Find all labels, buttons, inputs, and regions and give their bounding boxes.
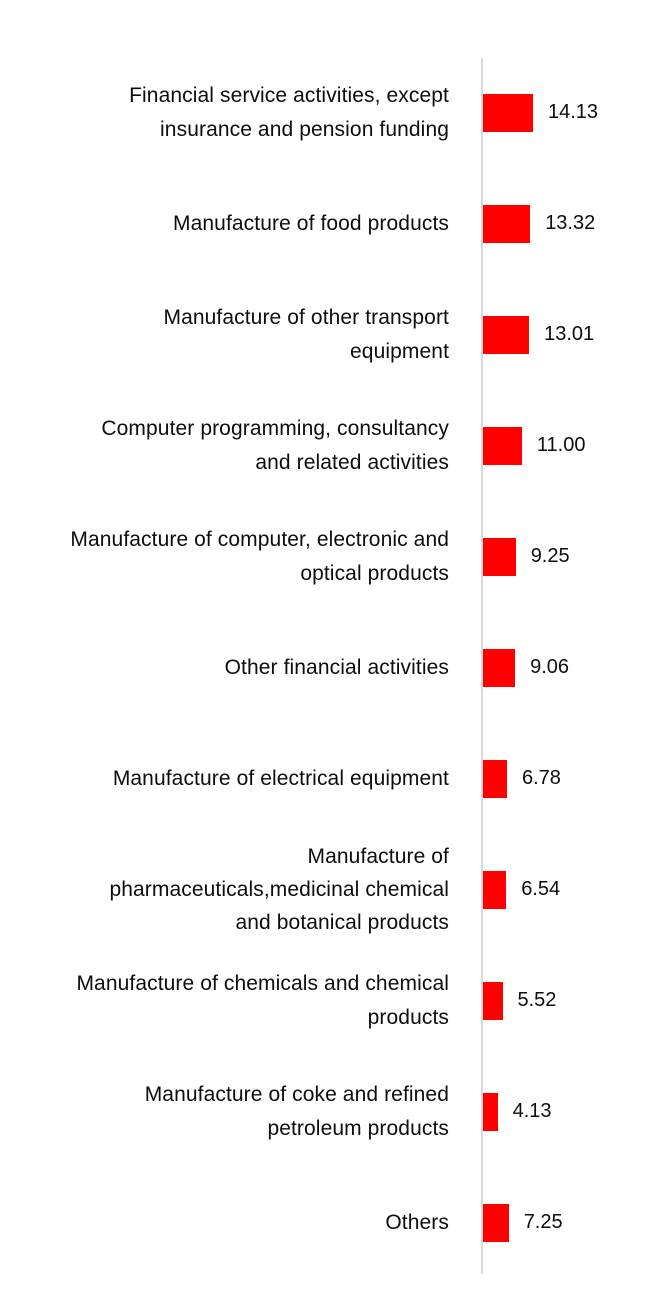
bar-area: 7.25 [465,1203,654,1242]
chart-row: Manufacture of chemicals and chemical pr… [0,945,654,1056]
category-label: Manufacture of food products [173,211,449,235]
value-label: 5.52 [517,989,557,1011]
value-label: 9.06 [530,656,570,678]
bar [483,315,530,354]
bar [483,426,522,465]
bar-area: 6.78 [465,759,654,798]
bar-area: 13.32 [465,204,654,243]
value-label: 6.54 [521,878,561,900]
chart-row: Financial service activities, except ins… [0,57,654,168]
bar-area: 9.25 [465,537,654,576]
chart-row: Manufacture of computer, electronic and … [0,501,654,612]
bar [483,648,516,687]
category-label: Financial service activities, except ins… [129,84,449,141]
chart-row: Others 7.25 [0,1167,654,1278]
category-label: Other financial activities [224,655,449,679]
bar [483,1092,498,1131]
category-label: Manufacture of other transport equipment [163,306,449,363]
chart-row: Manufacture of electrical equipment 6.78 [0,723,654,834]
y-axis-line [481,58,483,1274]
bar-area: 9.06 [465,648,654,687]
chart-row: Manufacture of pharmaceuticals,medicinal… [0,834,654,945]
bar [483,537,516,576]
category-label: Manufacture of pharmaceuticals,medicinal… [109,844,449,935]
value-label: 11.00 [536,434,586,456]
bar-area: 5.52 [465,981,654,1020]
value-label: 4.13 [512,1100,552,1122]
bar-area: 13.01 [465,315,654,354]
bar [483,981,503,1020]
category-label: Manufacture of chemicals and chemical pr… [76,972,449,1029]
chart-row: Manufacture of coke and refined petroleu… [0,1056,654,1167]
category-label: Manufacture of coke and refined petroleu… [144,1083,449,1140]
value-label: 13.01 [544,323,595,345]
chart-row: Manufacture of food products 13.32 [0,168,654,279]
value-label: 9.25 [530,545,570,567]
value-label: 6.78 [522,767,561,789]
bar [483,759,507,798]
value-label: 13.32 [545,212,596,234]
bar [483,204,531,243]
bar [483,1203,509,1242]
bar-area: 11.00 [465,426,654,465]
chart-row: Manufacture of other transport equipment… [0,279,654,390]
value-label: 14.13 [548,101,599,123]
category-label: Others [385,1210,449,1234]
value-label: 7.25 [523,1211,563,1233]
bar-area: 14.13 [465,93,654,132]
chart-rows: Financial service activities, except ins… [0,57,654,1278]
category-label: Manufacture of electrical equipment [112,766,449,790]
chart-row: Other financial activities 9.06 [0,612,654,723]
category-label: Manufacture of computer, electronic and … [70,528,449,585]
bar-area: 4.13 [465,1092,654,1131]
chart-row: Computer programming, consultancy and re… [0,390,654,501]
bar [483,870,507,909]
bar-area: 6.54 [465,870,654,909]
category-label: Computer programming, consultancy and re… [101,417,449,474]
bar [483,93,533,132]
